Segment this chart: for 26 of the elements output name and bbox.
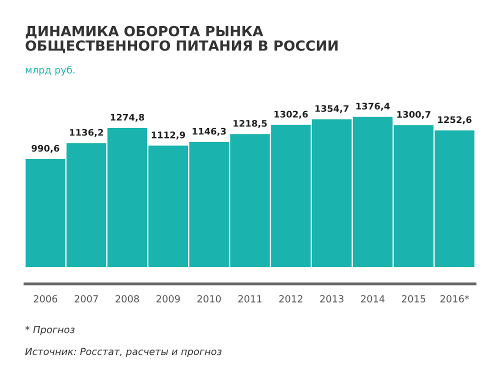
x-tick-label: 2008 [116, 295, 139, 302]
data-label: 1302,6 [274, 110, 308, 119]
x-tick-label: 2013 [320, 295, 344, 302]
data-label: 1146,3 [192, 128, 226, 136]
x-tick-label: 2007 [74, 295, 98, 302]
chart-title: ДИНАМИКА ОБОРОТА РЫНКА ОБЩЕСТВЕННОГО ПИТАНИЯ В РОССИИ [26, 26, 338, 53]
x-tick-label: 2014 [361, 295, 385, 302]
text: Источник: Росстат, расчеты и прогноз [25, 348, 222, 358]
x-tick-label: 2015 [402, 295, 426, 302]
x-tick-label: 2012 [279, 295, 302, 302]
text: * Прогноз [25, 326, 75, 336]
data-label: 990,6 [32, 144, 60, 153]
x-tick-label: 2010 [197, 295, 221, 302]
data-label: 1300,7 [397, 110, 430, 119]
data-label: 1136,2 [70, 128, 103, 137]
data-label: 1112,9 [152, 132, 186, 140]
x-tick-label: 2016* [440, 295, 470, 302]
data-label: 1274,8 [110, 114, 144, 122]
data-label: 1218,5 [234, 120, 267, 128]
data-label: 1376,4 [356, 102, 390, 111]
x-tick-label: 2009 [156, 295, 180, 302]
chart-subtitle: млрд руб. [26, 66, 74, 76]
x-tick-label: 2011 [238, 295, 262, 302]
x-tick-label: 2006 [34, 295, 58, 302]
data-label: 1252,6 [438, 116, 472, 124]
data-label: 1354,7 [315, 105, 349, 114]
